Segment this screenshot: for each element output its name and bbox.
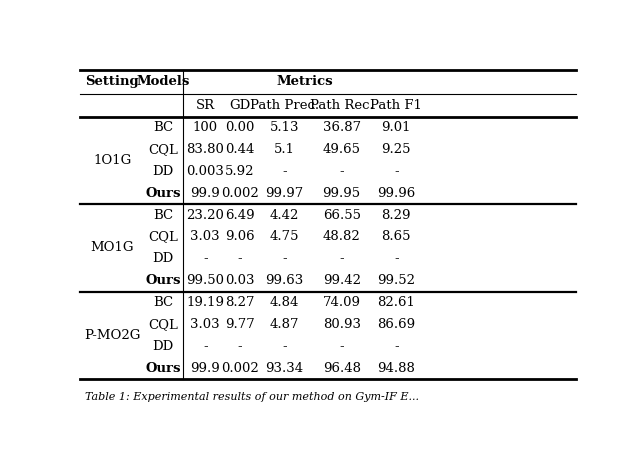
- Text: -: -: [282, 340, 287, 353]
- Text: Ours: Ours: [145, 274, 181, 287]
- Text: 99.97: 99.97: [266, 187, 304, 200]
- Text: DD: DD: [152, 165, 173, 178]
- Text: -: -: [394, 340, 399, 353]
- Text: 49.65: 49.65: [323, 143, 361, 156]
- Text: Metrics: Metrics: [276, 75, 333, 88]
- Text: 94.88: 94.88: [377, 362, 415, 375]
- Text: 99.9: 99.9: [190, 362, 220, 375]
- Text: 4.84: 4.84: [270, 296, 300, 309]
- Text: 99.50: 99.50: [186, 274, 224, 287]
- Text: 4.87: 4.87: [270, 318, 300, 331]
- Text: 0.002: 0.002: [221, 187, 259, 200]
- Text: CQL: CQL: [148, 143, 178, 156]
- Text: BC: BC: [153, 296, 173, 309]
- Text: 5.1: 5.1: [274, 143, 295, 156]
- Text: 9.06: 9.06: [225, 230, 255, 244]
- Text: -: -: [339, 340, 344, 353]
- Text: -: -: [394, 165, 399, 178]
- Text: -: -: [203, 340, 207, 353]
- Text: 99.96: 99.96: [377, 187, 415, 200]
- Text: DD: DD: [152, 340, 173, 353]
- Text: 99.95: 99.95: [323, 187, 361, 200]
- Text: CQL: CQL: [148, 318, 178, 331]
- Text: 4.75: 4.75: [270, 230, 300, 244]
- Text: 8.27: 8.27: [225, 296, 255, 309]
- Text: 80.93: 80.93: [323, 318, 361, 331]
- Text: 0.03: 0.03: [225, 274, 255, 287]
- Text: 36.87: 36.87: [323, 121, 361, 134]
- Text: 96.48: 96.48: [323, 362, 361, 375]
- Text: 0.44: 0.44: [225, 143, 255, 156]
- Text: 0.00: 0.00: [225, 121, 255, 134]
- Text: Path Rec.: Path Rec.: [310, 99, 374, 112]
- Text: BC: BC: [153, 208, 173, 221]
- Text: 1O1G: 1O1G: [93, 154, 131, 167]
- Text: P-MO2G: P-MO2G: [84, 329, 140, 342]
- Text: 66.55: 66.55: [323, 208, 361, 221]
- Text: 5.92: 5.92: [225, 165, 255, 178]
- Text: -: -: [339, 165, 344, 178]
- Text: 6.49: 6.49: [225, 208, 255, 221]
- Text: Table 1: Experimental results of our method on Gym-IF E...: Table 1: Experimental results of our met…: [85, 392, 419, 402]
- Text: Path Prec.: Path Prec.: [250, 99, 319, 112]
- Text: CQL: CQL: [148, 230, 178, 244]
- Text: 99.9: 99.9: [190, 187, 220, 200]
- Text: GD: GD: [229, 99, 251, 112]
- Text: -: -: [339, 253, 344, 265]
- Text: -: -: [237, 340, 243, 353]
- Text: 48.82: 48.82: [323, 230, 360, 244]
- Text: 19.19: 19.19: [186, 296, 224, 309]
- Text: 3.03: 3.03: [191, 318, 220, 331]
- Text: -: -: [394, 253, 399, 265]
- Text: DD: DD: [152, 253, 173, 265]
- Text: Path F1: Path F1: [371, 99, 422, 112]
- Text: 86.69: 86.69: [377, 318, 415, 331]
- Text: Models: Models: [136, 75, 190, 88]
- Text: 0.002: 0.002: [221, 362, 259, 375]
- Text: 5.13: 5.13: [270, 121, 300, 134]
- Text: BC: BC: [153, 121, 173, 134]
- Text: -: -: [237, 253, 243, 265]
- Text: -: -: [282, 165, 287, 178]
- Text: -: -: [203, 253, 207, 265]
- Text: Setting: Setting: [85, 75, 139, 88]
- Text: 3.03: 3.03: [191, 230, 220, 244]
- Text: 99.52: 99.52: [377, 274, 415, 287]
- Text: 100: 100: [193, 121, 218, 134]
- Text: 99.42: 99.42: [323, 274, 361, 287]
- Text: -: -: [282, 253, 287, 265]
- Text: 93.34: 93.34: [266, 362, 303, 375]
- Text: Ours: Ours: [145, 362, 181, 375]
- Text: 8.29: 8.29: [381, 208, 411, 221]
- Text: 23.20: 23.20: [186, 208, 224, 221]
- Text: MO1G: MO1G: [90, 241, 134, 254]
- Text: 82.61: 82.61: [377, 296, 415, 309]
- Text: 4.42: 4.42: [270, 208, 300, 221]
- Text: 99.63: 99.63: [266, 274, 304, 287]
- Text: 83.80: 83.80: [186, 143, 224, 156]
- Text: 0.003: 0.003: [186, 165, 224, 178]
- Text: 9.25: 9.25: [381, 143, 411, 156]
- Text: 74.09: 74.09: [323, 296, 361, 309]
- Text: 9.01: 9.01: [381, 121, 411, 134]
- Text: SR: SR: [196, 99, 215, 112]
- Text: Ours: Ours: [145, 187, 181, 200]
- Text: 8.65: 8.65: [381, 230, 411, 244]
- Text: 9.77: 9.77: [225, 318, 255, 331]
